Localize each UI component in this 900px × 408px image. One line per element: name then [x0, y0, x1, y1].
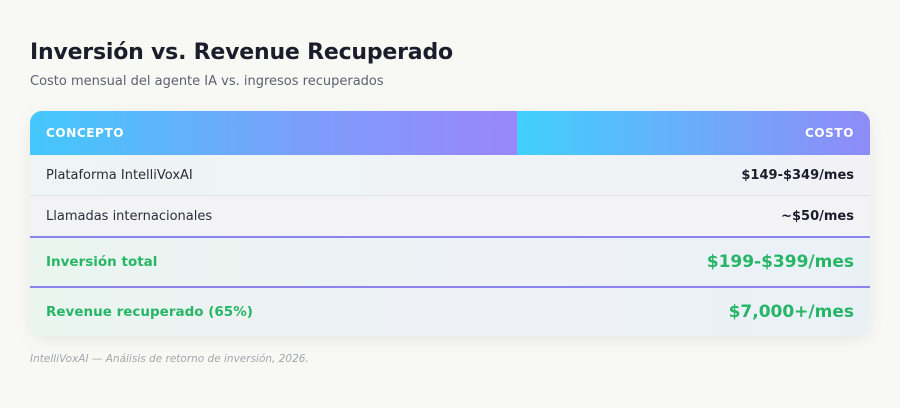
page-container: Inversión vs. Revenue Recuperado Costo m…	[30, 38, 870, 365]
concept-cell: Revenue recuperado (65%)	[46, 304, 253, 320]
page-title: Inversión vs. Revenue Recuperado	[30, 40, 453, 65]
footnote: IntelliVoxAI — Análisis de retorno de in…	[30, 353, 309, 365]
total-investment-row: Inversión total $199-$399/mes	[30, 238, 870, 288]
table-header: CONCEPTO COSTO	[30, 111, 870, 155]
recovered-revenue-row: Revenue recuperado (65%) $7,000+/mes	[30, 288, 870, 336]
page-subtitle: Costo mensual del agente IA vs. ingresos…	[30, 74, 384, 89]
cost-cell: ~$50/mes	[781, 208, 854, 224]
table-row: Llamadas internacionales ~$50/mes	[30, 196, 870, 238]
concept-cell: Llamadas internacionales	[46, 208, 213, 224]
concept-cell: Inversión total	[46, 254, 158, 270]
concept-cell: Plataforma IntelliVoxAI	[46, 167, 193, 183]
column-header-concepto: CONCEPTO	[30, 111, 517, 155]
cost-cell: $7,000+/mes	[728, 302, 854, 322]
column-header-costo: COSTO	[517, 111, 870, 155]
cost-table: CONCEPTO COSTO Plataforma IntelliVoxAI $…	[30, 111, 870, 336]
cost-cell: $149-$349/mes	[741, 167, 854, 183]
table-row: Plataforma IntelliVoxAI $149-$349/mes	[30, 155, 870, 196]
cost-cell: $199-$399/mes	[706, 252, 854, 272]
